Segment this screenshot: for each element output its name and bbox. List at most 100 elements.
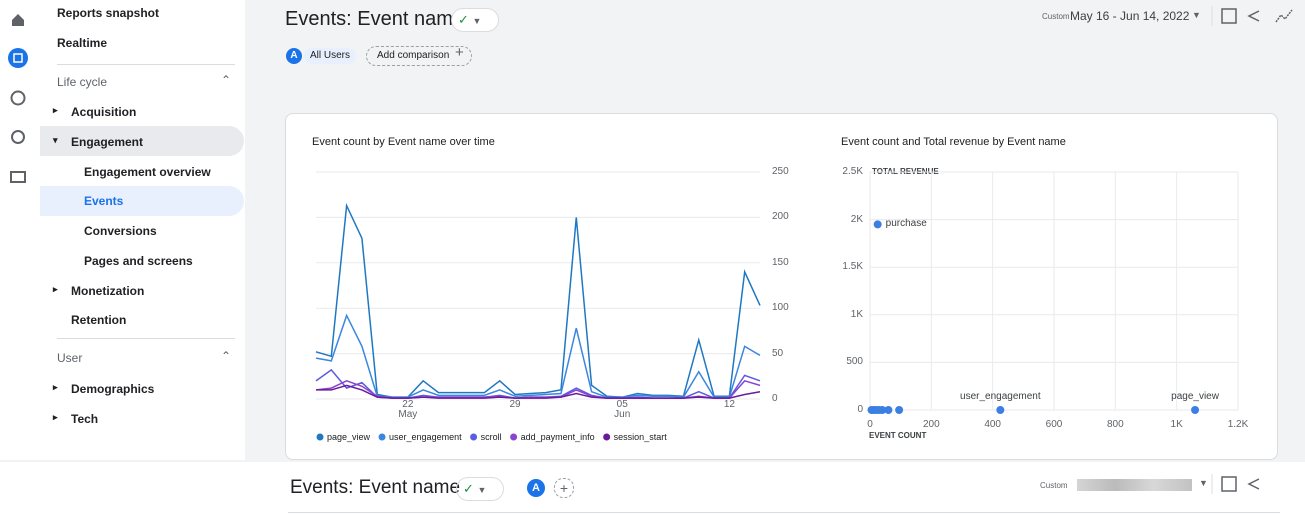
y-tick-label: 250 bbox=[772, 166, 789, 177]
y-tick-label: 150 bbox=[772, 256, 789, 268]
x-tick-label: 0 bbox=[867, 419, 873, 430]
nav-item[interactable]: Pages and screens bbox=[84, 254, 193, 268]
nav-item[interactable]: Acquisition bbox=[71, 105, 137, 119]
caret[interactable]: ▾ bbox=[53, 135, 58, 145]
y-tick-label: 2.5K bbox=[842, 166, 863, 177]
line-series bbox=[316, 384, 761, 399]
x-tick-label: 22 May bbox=[398, 399, 418, 420]
share-icon[interactable] bbox=[1247, 10, 1260, 22]
insights-icon[interactable] bbox=[1275, 9, 1293, 23]
caret[interactable]: ▸ bbox=[53, 105, 58, 115]
home-icon[interactable] bbox=[12, 14, 24, 26]
legend-swatch bbox=[470, 433, 478, 441]
configure-icon[interactable] bbox=[10, 171, 26, 183]
reports-icon[interactable] bbox=[8, 48, 28, 68]
legend-label[interactable]: add_payment_info bbox=[520, 432, 595, 442]
legend-swatch bbox=[603, 433, 611, 441]
advertising-icon[interactable] bbox=[11, 130, 25, 144]
divider bbox=[57, 64, 235, 65]
title-status[interactable]: ✓ ▼ bbox=[456, 477, 504, 501]
title-status[interactable]: ✓ ▼ bbox=[451, 8, 499, 32]
legend-swatch bbox=[510, 433, 518, 441]
toolbar bbox=[1211, 6, 1293, 26]
add-comparison[interactable]: + bbox=[554, 478, 574, 498]
nav-section[interactable]: User bbox=[57, 351, 83, 365]
caret[interactable]: ▸ bbox=[53, 412, 58, 422]
nav-item[interactable]: Engagement overview bbox=[84, 165, 211, 179]
add-comparison[interactable]: Add comparison bbox=[366, 46, 473, 66]
caret[interactable]: ▼ bbox=[1199, 478, 1208, 488]
caret[interactable]: ▸ bbox=[53, 382, 58, 392]
caret[interactable]: ⌃ bbox=[221, 73, 232, 87]
divider bbox=[57, 338, 235, 339]
date-range[interactable]: May 16 - Jun 14, 2022 bbox=[1070, 9, 1190, 23]
caret[interactable]: ▸ bbox=[53, 284, 58, 294]
y-tick-label: 0 bbox=[772, 393, 778, 404]
y-tick-label: 500 bbox=[846, 356, 863, 368]
page-title: Events: Event name bbox=[290, 477, 461, 498]
nav-item[interactable]: Tech bbox=[71, 412, 99, 426]
scatter-point bbox=[895, 406, 904, 414]
nav-item[interactable]: Monetization bbox=[71, 284, 145, 298]
scatter-point bbox=[1191, 406, 1200, 414]
nav-item[interactable]: Demographics bbox=[71, 382, 155, 396]
customize-icon[interactable] bbox=[1221, 476, 1237, 492]
legend-label[interactable]: user_engagement bbox=[389, 432, 462, 442]
explore-icon[interactable] bbox=[10, 90, 26, 106]
icon-rail bbox=[0, 0, 40, 460]
x-axis-label: EVENT COUNT bbox=[869, 431, 927, 440]
plus-icon[interactable]: + bbox=[455, 44, 464, 61]
sidebar bbox=[40, 0, 245, 460]
line-series bbox=[315, 202, 761, 398]
scatter-point bbox=[873, 220, 882, 229]
line-series bbox=[315, 313, 761, 398]
scatter-point bbox=[996, 406, 1005, 414]
legend-label[interactable]: session_start bbox=[613, 432, 667, 442]
scatter-point bbox=[884, 406, 893, 414]
x-tick-label: 600 bbox=[1045, 419, 1063, 430]
date-prefix: Custom bbox=[1040, 481, 1068, 490]
x-tick-label: 12 bbox=[723, 399, 735, 410]
nav-item[interactable]: Events bbox=[84, 194, 124, 208]
y-tick-label: 1.5K bbox=[842, 261, 863, 273]
reports-glyph bbox=[13, 53, 23, 63]
nav-section[interactable]: Life cycle bbox=[57, 75, 108, 89]
share-icon[interactable] bbox=[1247, 478, 1260, 490]
nav-item[interactable]: Retention bbox=[71, 313, 127, 327]
customize-icon[interactable] bbox=[1221, 8, 1237, 24]
chart-card bbox=[285, 113, 1278, 460]
nav-item[interactable]: Reports snapshot bbox=[57, 6, 160, 20]
nav-item[interactable]: Engagement bbox=[71, 135, 144, 149]
line-series bbox=[315, 368, 761, 399]
y-tick-label: 2K bbox=[850, 213, 863, 225]
point-label: page_view bbox=[1171, 391, 1219, 402]
legend-swatch bbox=[378, 433, 386, 441]
x-tick-label: 29 bbox=[509, 399, 521, 410]
nav-item[interactable]: Conversions bbox=[84, 224, 157, 238]
engagement-bg bbox=[40, 126, 244, 156]
x-tick-label: 1.2K bbox=[1227, 419, 1249, 430]
x-tick-label: 200 bbox=[922, 419, 940, 430]
segment-badge: A bbox=[286, 48, 302, 64]
y-tick-label: 50 bbox=[772, 347, 784, 359]
legend-label[interactable]: scroll bbox=[480, 432, 502, 442]
legend-label[interactable]: page_view bbox=[327, 432, 371, 442]
rail-icons bbox=[8, 14, 28, 183]
point-label: user_engagement bbox=[960, 391, 1041, 402]
nav-item[interactable]: Realtime bbox=[57, 36, 108, 50]
chart-title: Event count by Event name over time bbox=[312, 136, 495, 148]
y-tick-label: 0 bbox=[857, 404, 863, 415]
divider bbox=[288, 512, 1280, 513]
chart-title: Event count and Total revenue by Event n… bbox=[841, 136, 1066, 148]
segment-chip[interactable]: All Users bbox=[304, 48, 357, 64]
date-prefix: Custom bbox=[1042, 12, 1070, 21]
caret[interactable]: ▼ bbox=[1192, 10, 1201, 20]
y-tick-label: 100 bbox=[772, 302, 789, 314]
selected-bg bbox=[40, 186, 244, 216]
page-title: Events: Event name bbox=[285, 8, 464, 30]
x-tick-label: 1K bbox=[1170, 419, 1183, 430]
point-label: purchase bbox=[885, 218, 927, 230]
caret[interactable]: ⌃ bbox=[221, 349, 232, 363]
